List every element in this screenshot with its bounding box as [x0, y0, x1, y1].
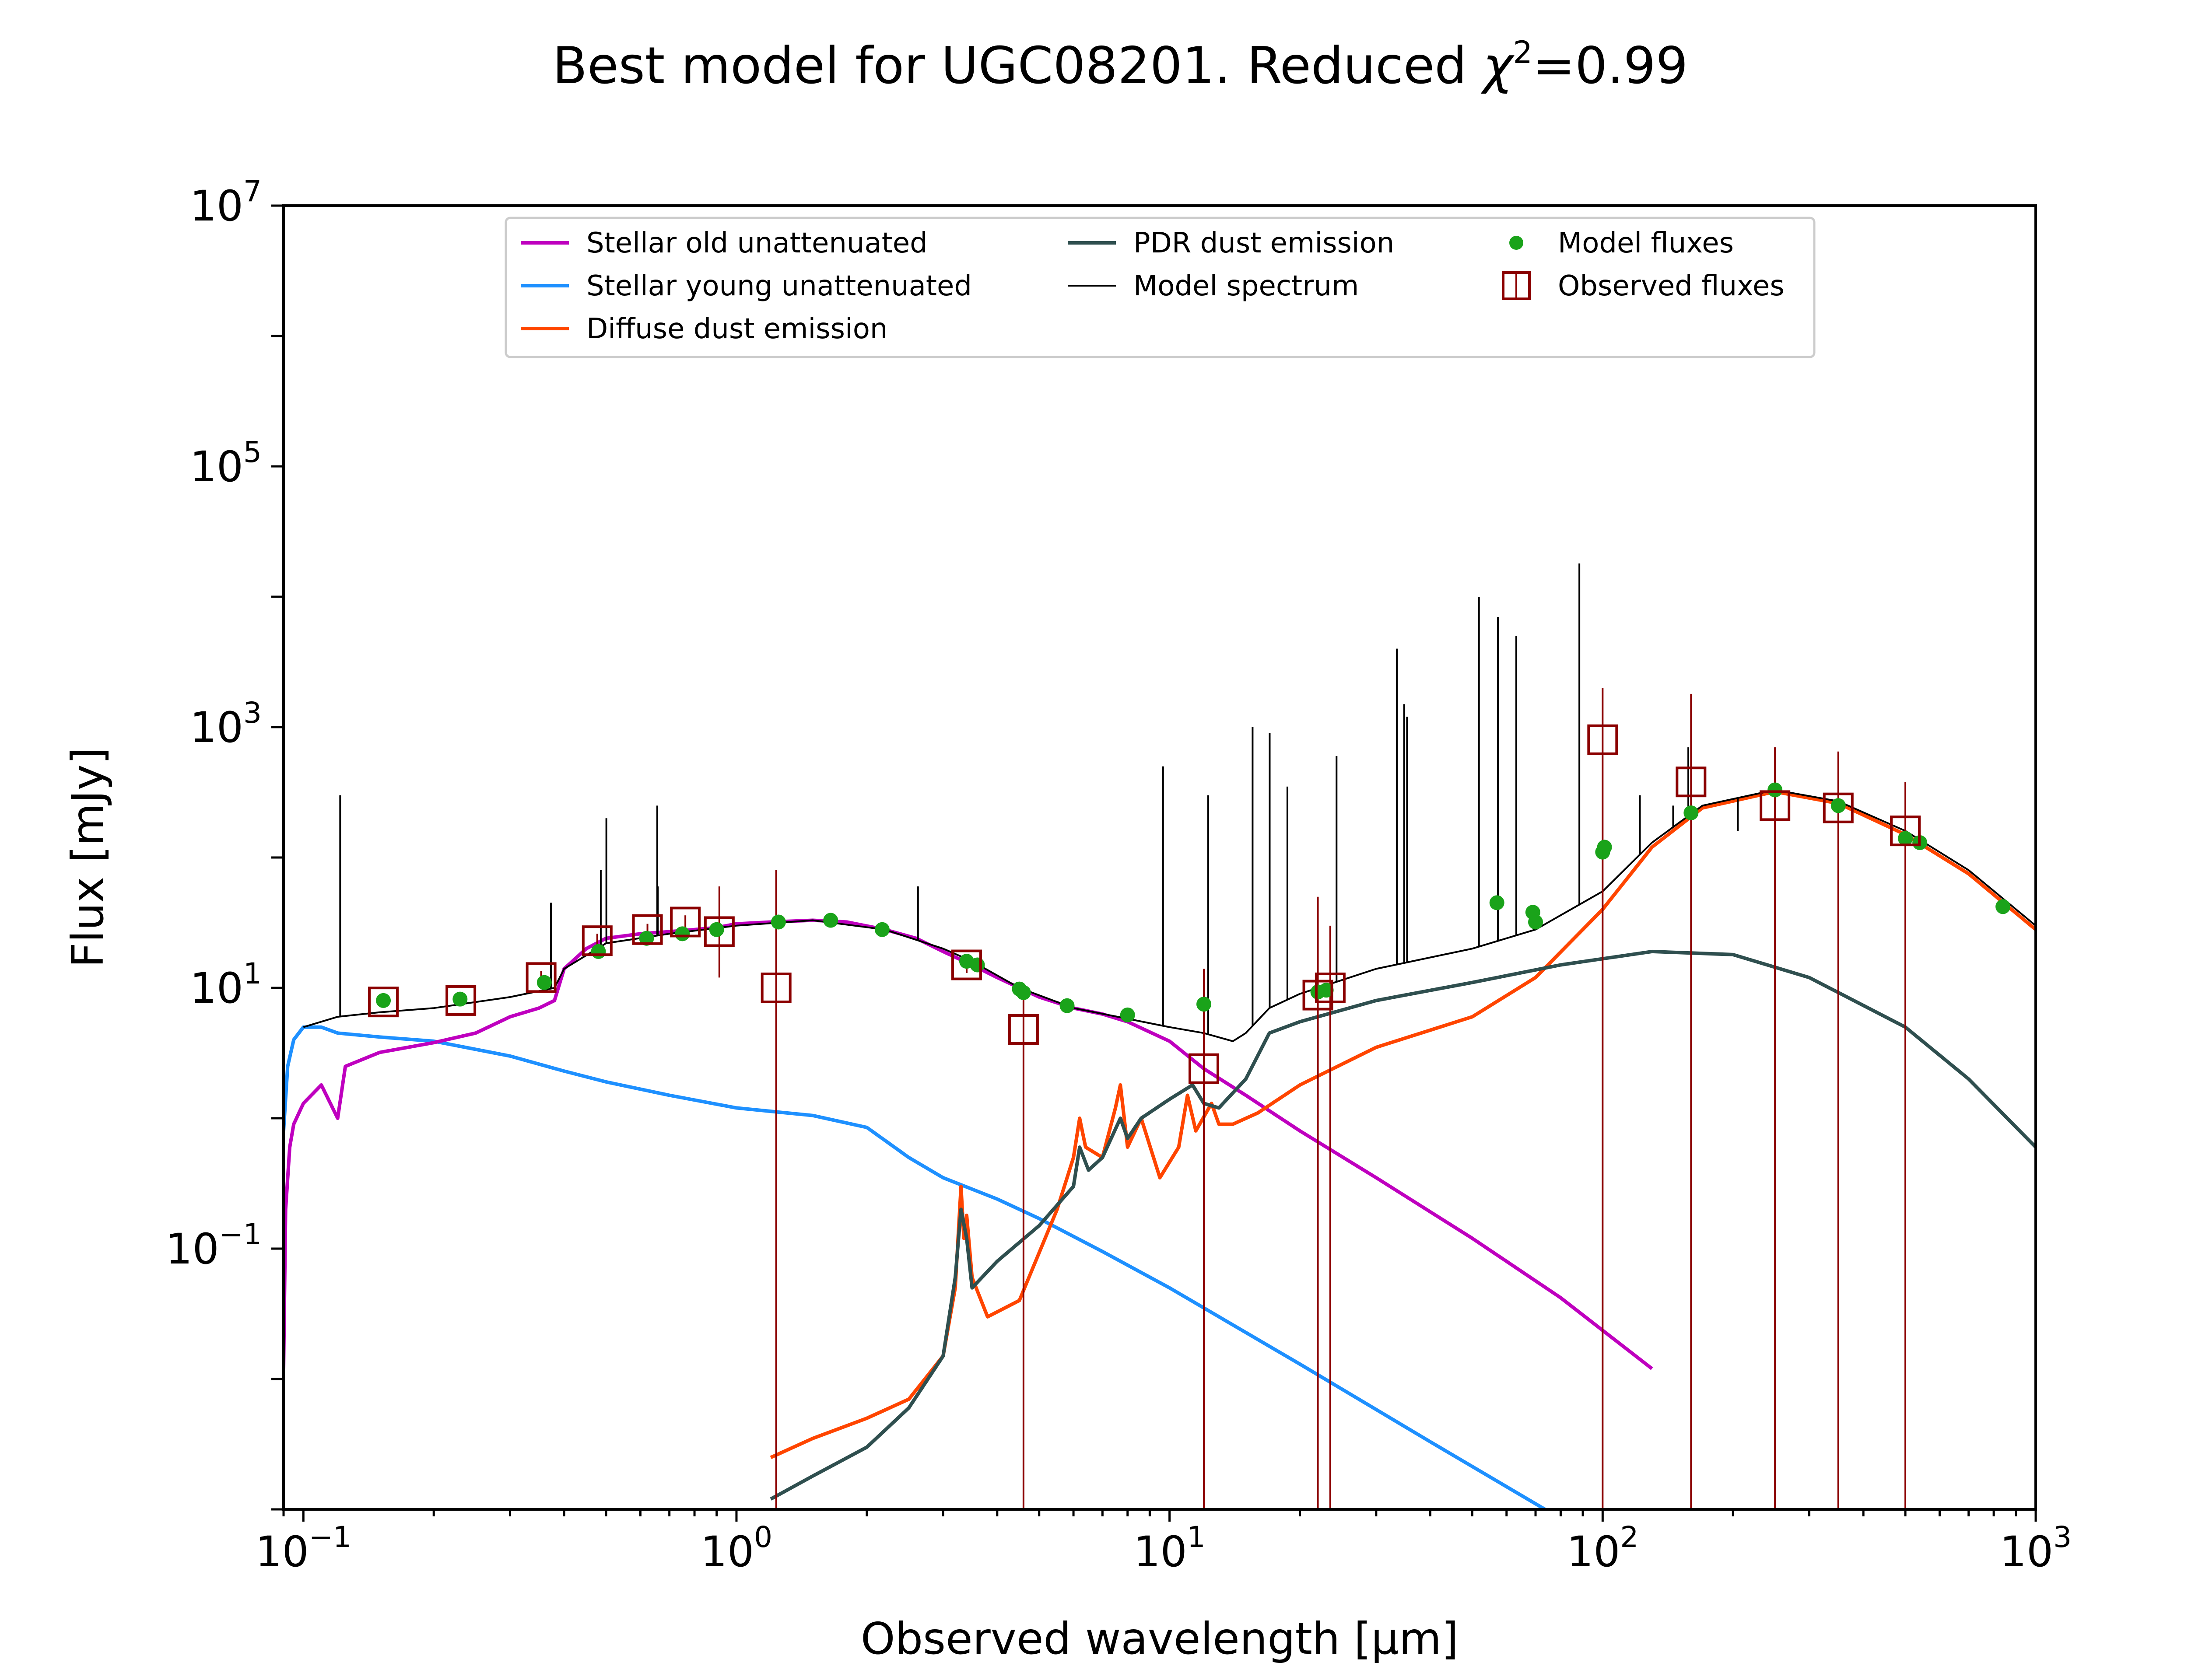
observed-flux-marker	[1760, 790, 1791, 821]
model-flux-point	[823, 913, 838, 928]
y-tick-label: 105	[190, 435, 262, 491]
y-tick-label: 10−1	[166, 1218, 262, 1274]
model-flux-point	[1318, 983, 1334, 998]
y-tick-label: 107	[190, 175, 262, 231]
model-flux-point	[1016, 985, 1031, 1000]
observed-flux-marker	[1823, 792, 1854, 823]
legend-label: Diffuse dust emission	[586, 313, 887, 345]
model-flux-point	[376, 993, 391, 1008]
title-chi: χ	[1480, 36, 1515, 95]
y-axis-label: Flux [mJy]	[62, 747, 113, 968]
model-flux-point	[1995, 899, 2011, 914]
observed-flux-marker	[526, 962, 557, 993]
title-sup: 2	[1513, 35, 1532, 70]
x-tick-label: 102	[1567, 1520, 1638, 1576]
observed-flux-marker	[1302, 980, 1333, 1011]
model-flux-point	[874, 922, 890, 937]
model-flux-point	[1683, 805, 1699, 820]
observed-flux-marker	[445, 985, 477, 1016]
legend-box	[505, 217, 1816, 358]
observed-flux-marker	[1008, 1014, 1039, 1045]
observed-flux-marker	[704, 916, 735, 947]
plot-area	[284, 563, 2036, 1509]
legend-label: Stellar old unattenuated	[586, 227, 928, 259]
model-flux-point	[536, 975, 552, 990]
model-flux-point	[1196, 997, 1212, 1012]
observed-flux-layer	[368, 724, 1921, 1084]
series-line-3	[770, 949, 2036, 1501]
y-tick-label: 101	[190, 957, 262, 1013]
legend-label: PDR dust emission	[1133, 227, 1394, 259]
model-flux-point	[591, 944, 606, 959]
x-tick-label: 10−1	[256, 1520, 351, 1576]
model-flux-point	[771, 914, 786, 930]
observed-flux-marker	[368, 987, 399, 1018]
x-tick-label: 100	[701, 1520, 772, 1576]
observed-flux-marker	[670, 906, 701, 938]
observed-flux-marker	[1676, 766, 1707, 798]
model-flux-point	[452, 991, 468, 1007]
title-prefix: Best model for UGC08201. Reduced	[553, 36, 1483, 95]
legend-label: Model fluxes	[1558, 227, 1734, 259]
legend-swatch	[1509, 236, 1523, 250]
model-flux-point	[1898, 831, 1913, 846]
legend-label: Observed fluxes	[1558, 270, 1785, 302]
x-tick-label: 101	[1134, 1520, 1206, 1576]
legend-label: Stellar young unattenuated	[586, 270, 972, 302]
legend: Stellar old unattenuated Stellar young un…	[505, 217, 1816, 358]
chart-title: Best model for UGC08201. Reduced χ2=0.99	[553, 35, 1688, 95]
series-line-0	[284, 918, 1653, 1370]
model-flux-point	[1489, 895, 1504, 910]
observed-flux-marker	[632, 914, 663, 945]
model-flux-point	[1830, 798, 1846, 813]
series-line-4	[303, 789, 2036, 1042]
observed-flux-marker	[582, 925, 613, 956]
observed-flux-marker	[761, 973, 792, 1003]
series-line-1	[284, 1025, 1549, 1509]
model-flux-point	[639, 931, 654, 946]
model-flux-point	[1767, 782, 1783, 798]
model-flux-point	[1059, 998, 1075, 1013]
series-layer	[284, 563, 2036, 1509]
y-tick-label: 103	[190, 696, 262, 752]
model-flux-point	[675, 926, 690, 942]
observed-flux-marker	[1189, 1053, 1220, 1084]
legend-label: Model spectrum	[1133, 270, 1359, 302]
observed-flux-marker	[1587, 724, 1618, 755]
title-suffix: =0.99	[1532, 36, 1688, 95]
model-flux-point	[1120, 1007, 1135, 1022]
observed-flux-marker	[1315, 973, 1346, 1003]
x-tick-label: 103	[2000, 1520, 2072, 1576]
x-axis-label: Observed wavelength [μm]	[861, 1613, 1459, 1664]
model-flux-point	[709, 922, 724, 937]
model-flux-point	[1528, 914, 1543, 930]
errorbar-layer	[540, 688, 1907, 1509]
model-flux-point	[1597, 840, 1612, 855]
observed-flux-marker	[1890, 816, 1921, 847]
model-flux-layer	[376, 782, 2011, 1022]
model-flux-point	[970, 957, 985, 973]
observed-flux-marker	[951, 949, 982, 980]
axes-layer: 10−1 100 101 102 103 10−1 101 103 105 107	[166, 175, 2072, 1576]
